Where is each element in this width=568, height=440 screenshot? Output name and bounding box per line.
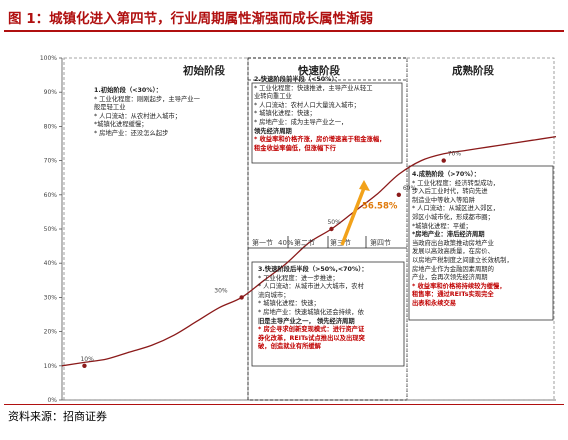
annotations: 第一节 第二节 第三节 第四节 40% 56.58%: [248, 179, 407, 249]
mature-red-line: 出表和永续交易: [412, 299, 457, 307]
data-point-label: 70%: [448, 151, 462, 158]
stage-frames: [63, 57, 555, 401]
y-tick-label: 70%: [44, 158, 58, 165]
stage-label-initial: 初始阶段: [183, 64, 225, 77]
mature-line: 制造业中等收入等陷阱: [412, 196, 475, 204]
stage-label-fast: 快速阶段: [297, 64, 340, 77]
box-mature-frame: [408, 165, 554, 321]
growth-arrow-head: [359, 179, 370, 191]
y-tick-label: 90%: [44, 89, 58, 96]
jie-label-3: 第三节: [330, 238, 351, 247]
mature-red-line: 租售率：通过REITs实现完全: [412, 291, 494, 299]
fast1-line: * 工业化程度：快速推进，主导产业从轻工: [254, 84, 373, 92]
fast2-red-line: * 房企寻求创新变现模式：进行资产证: [258, 326, 365, 334]
initial-line: * 房地产业：还没怎么起步: [94, 129, 169, 137]
growth-arrow-shaft: [340, 187, 366, 246]
box-fast2-frame: [251, 261, 405, 367]
mature-line: *房地产业：滞后经济周期: [412, 231, 485, 239]
initial-line: * 工业化程度：刚刚起步，主导产业一: [94, 95, 200, 103]
point-labels: 10% 30% 50% 60% 70%: [80, 151, 461, 368]
stage-frame-mature: [406, 57, 555, 401]
growth-arrow-label: 56.58%: [362, 201, 398, 211]
fast1-line: * 城镇化进程：快速；: [254, 110, 316, 118]
y-tick-label: 60%: [44, 192, 58, 199]
mature-line: 以房地产税制度之间建立长效机制，: [412, 256, 513, 264]
y-tick-label: 0%: [47, 397, 57, 404]
fast1-red-line: 租金收益率偏低，但涨幅下行: [254, 144, 336, 152]
source-note: 资料来源：招商证券: [8, 410, 107, 423]
jie-40-label: 40%: [278, 239, 294, 247]
mature-line: *城镇化进程：平缓；: [412, 222, 472, 230]
fast2-line: 3.快速阶段后半段（>50%,<70%）：: [258, 266, 368, 273]
fast1-line: 领先经济周期: [254, 127, 292, 135]
data-point-marker: [441, 158, 446, 163]
fast2-line: * 房地产业：快速城镇化还会持续，依: [258, 308, 364, 316]
y-tick-label: 50%: [44, 226, 58, 233]
y-tick-label: 40%: [44, 260, 58, 267]
data-point-label: 10%: [80, 356, 94, 363]
data-point-label: 30%: [214, 287, 228, 294]
mature-line: 4.成熟阶段（>70%）：: [412, 171, 481, 178]
stage-label-mature: 成熟阶段: [452, 64, 494, 77]
data-point-marker: [82, 363, 87, 368]
y-tick-label: 10%: [44, 363, 58, 370]
data-point-marker: [239, 295, 244, 300]
fast2-line: * 人口流动：从城市进入大城市，农村: [258, 283, 364, 291]
curve-layer: [61, 136, 557, 367]
box-fast1-frame: [251, 82, 403, 164]
source-divider: [4, 404, 564, 405]
data-point-label: 50%: [327, 219, 341, 226]
fast1-line: 2.快速阶段前半段（<50%）：: [254, 76, 341, 83]
data-point-marker: [329, 226, 334, 232]
mature-line: 产业，会再次领先经济周期: [412, 274, 488, 282]
y-tick-label: 100%: [40, 55, 57, 62]
header-divider: [4, 30, 564, 32]
jie-label-1: 第一节: [252, 238, 273, 247]
stage-mature-text: 4.成熟阶段（>70%）： * 工业化程度：经济转型成功， 步入后工业时代，转向先…: [412, 171, 513, 309]
fast1-line: * 房地产业：成为主导产业之一，: [254, 118, 348, 126]
y-tick-label: 80%: [44, 123, 58, 130]
mature-line: * 人口流动：从城区进入郊区，: [412, 205, 500, 213]
urbanization-curve: [61, 136, 557, 367]
data-point-marker: [396, 192, 402, 197]
jie-label-4: 第四节: [370, 238, 391, 247]
fast2-line: 旧是主导产业之一， 领先经济周期: [258, 317, 355, 325]
fast2-line: 流向城市；: [258, 291, 290, 299]
fast1-red-line: * 收益率和价格齐涨，房价增速高于租金涨幅，: [254, 136, 386, 144]
fast2-line: * 城镇化进程：快速；: [258, 300, 320, 308]
mature-red-line: * 收益率和价格将持续较为缓慢，: [412, 282, 506, 290]
fast2-line: * 工业化程度：进一步推进；: [258, 274, 339, 282]
fast1-line: 业转向重工业: [254, 93, 292, 101]
fast1-line: * 人口流动：农村人口大量流入城市；: [254, 101, 360, 109]
stage-fast2-text: 3.快速阶段后半段（>50%,<70%）： * 工业化程度：进一步推进； * 人口流…: [258, 266, 368, 352]
mature-line: 发展以高效高质量，在房价、: [412, 248, 494, 256]
figure-header: 图 1：城镇化进入第四节，行业周期属性渐强而成长属性渐弱: [0, 0, 568, 30]
initial-line: 1.初始阶段（<30%）：: [94, 87, 163, 94]
stage-fast1-text: 2.快速阶段前半段（<50%）： * 工业化程度：快速推进，主导产业从轻工 业转向重…: [254, 76, 385, 153]
mature-line: 郊区小城市化，形成都市圈；: [412, 213, 494, 221]
data-point-label: 60%: [403, 185, 417, 192]
fast2-red-line: 券化改革，REITs试点推出以及出现突: [258, 334, 365, 342]
mature-line: 步入后工业时代，转向先进: [412, 188, 488, 196]
stage-initial-text: 1.初始阶段（<30%）： * 工业化程度：刚刚起步，主导产业一 般是轻工业 * 人口…: [94, 87, 200, 139]
initial-line: 般是轻工业: [94, 104, 126, 112]
mature-line: * 工业化程度：经济转型成功，: [412, 179, 500, 187]
mature-line: 当政府出台政策推动房地产业: [412, 239, 494, 247]
jie-label-2: 第二节: [294, 238, 315, 247]
initial-line: * 人口流动：从农村进入城市；: [94, 112, 182, 120]
figure-title: 图 1：城镇化进入第四节，行业周期属性渐强而成长属性渐弱: [8, 11, 374, 27]
y-tick-label: 30%: [44, 294, 58, 301]
fast2-red-line: 破，创造就业有所缓解: [258, 343, 321, 351]
y-tick-label: 20%: [44, 329, 58, 336]
y-axis: 0% 10% 20% 30% 40% 50% 60% 70% 80% 90% 100%: [40, 55, 556, 404]
mature-line: 房地产业作为金融因素周期的: [412, 265, 494, 273]
initial-line: *城镇化进程缓慢；: [94, 121, 148, 129]
